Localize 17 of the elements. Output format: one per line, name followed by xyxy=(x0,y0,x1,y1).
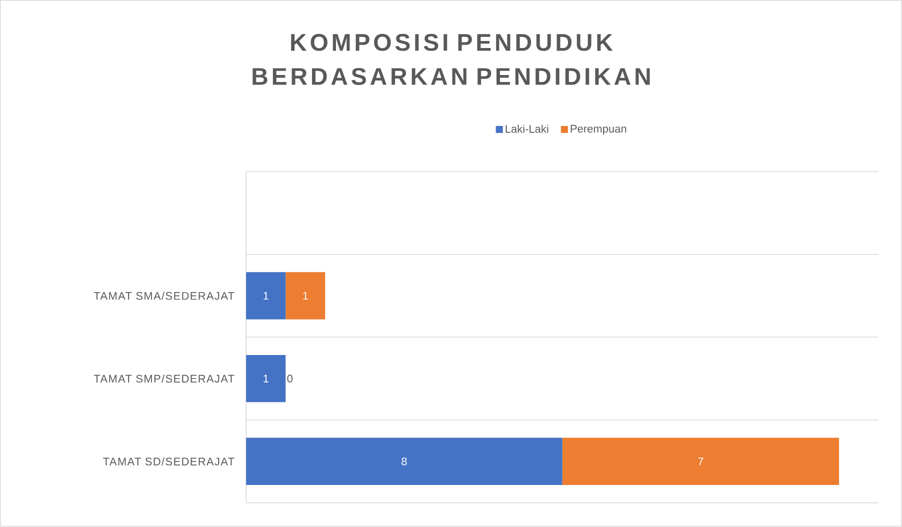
bar xyxy=(246,272,286,320)
data-label: 1 xyxy=(303,292,308,300)
legend-label: Perempuan xyxy=(570,125,626,135)
data-label: 7 xyxy=(698,458,704,466)
data-label: 1 xyxy=(264,374,268,382)
bar xyxy=(246,355,286,402)
bar xyxy=(246,438,562,486)
data-label: 8 xyxy=(402,458,407,466)
data-label: 1 xyxy=(264,292,268,300)
y-tick-label: TAMAT SMA/SEDERAJAT xyxy=(94,292,234,300)
y-tick-label: TAMAT SMP/SEDERAJAT xyxy=(94,374,234,383)
legend-label: Laki-Laki xyxy=(506,124,548,133)
y-tick-label: TAMAT SD/SEDERAJAT xyxy=(103,457,234,466)
bar xyxy=(286,272,326,320)
data-label: 0 xyxy=(287,374,293,383)
chart-title: KOMPOSISI PENDUDUK BERDASARKAN PENDIDIKAN xyxy=(252,34,650,86)
bar xyxy=(562,438,840,486)
